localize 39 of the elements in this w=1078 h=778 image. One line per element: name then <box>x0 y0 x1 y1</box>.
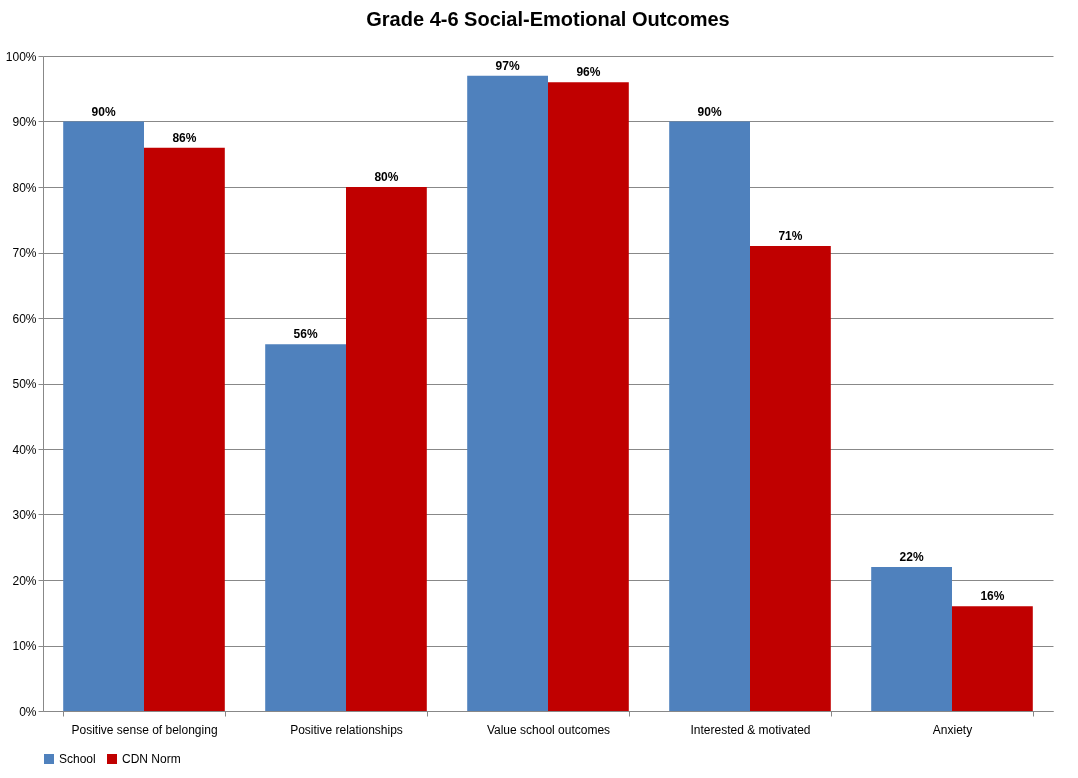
y-tick-label: 40% <box>12 442 37 457</box>
x-tick-label: Positive sense of belonging <box>71 722 218 737</box>
data-label: 16% <box>980 589 1005 604</box>
data-label: 80% <box>374 170 399 184</box>
y-tick-label: 90% <box>12 115 37 129</box>
y-tick-label: 50% <box>12 377 37 391</box>
data-label: 22% <box>899 549 924 564</box>
bar <box>63 121 144 711</box>
y-tick-label: 10% <box>12 639 37 653</box>
data-label: 71% <box>778 228 803 243</box>
data-label: 90% <box>91 104 116 119</box>
legend-label: CDN Norm <box>122 752 181 766</box>
legend-label: School <box>59 752 96 766</box>
y-tick-label: 100% <box>5 49 37 64</box>
bar <box>669 121 750 711</box>
bar <box>750 245 831 711</box>
y-tick-label: 70% <box>12 246 37 260</box>
data-label: 90% <box>697 104 722 119</box>
bar <box>144 147 225 711</box>
y-tick-label: 0% <box>19 704 37 719</box>
data-label: 97% <box>495 58 520 73</box>
bar <box>548 82 629 711</box>
data-label: 56% <box>293 327 318 342</box>
y-tick-label: 80% <box>12 180 37 195</box>
bar <box>871 566 952 711</box>
bar <box>952 606 1033 711</box>
x-tick-label: Anxiety <box>932 722 973 737</box>
y-tick-label: 30% <box>12 508 37 522</box>
bar <box>265 344 346 711</box>
bar <box>467 75 548 711</box>
data-label: 96% <box>576 65 601 80</box>
chart-title: Grade 4-6 Social-Emotional Outcomes <box>366 8 730 30</box>
data-label: 86% <box>172 130 197 145</box>
x-tick-label: Positive relationships <box>290 722 403 737</box>
bar <box>346 187 427 711</box>
x-tick-label: Value school outcomes <box>486 722 611 737</box>
x-tick-label: Interested & motivated <box>690 722 811 737</box>
y-tick-label: 20% <box>12 573 37 588</box>
y-tick-label: 60% <box>12 311 37 326</box>
